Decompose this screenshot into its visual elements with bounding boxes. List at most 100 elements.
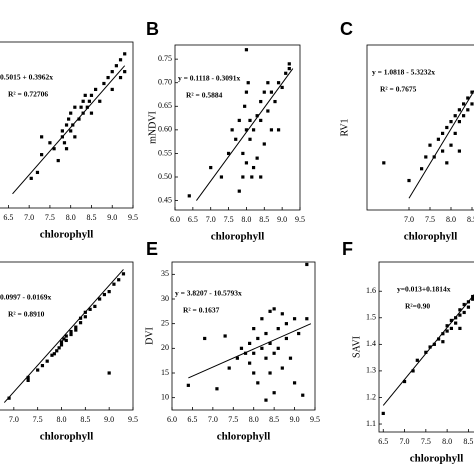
point bbox=[26, 378, 30, 382]
x-tick-label: 9.0 bbox=[277, 215, 287, 224]
trend-line bbox=[408, 89, 474, 199]
equation: y = 0.1118 - 0.3091x bbox=[178, 74, 240, 83]
point bbox=[470, 102, 474, 106]
point bbox=[272, 307, 276, 311]
point bbox=[36, 368, 40, 372]
point bbox=[64, 147, 69, 151]
point bbox=[262, 90, 266, 94]
r-squared: R² = 0.1637 bbox=[183, 306, 220, 315]
y-tick-label: 20 bbox=[161, 343, 169, 352]
point bbox=[470, 90, 474, 94]
plot-frame bbox=[171, 261, 316, 411]
point bbox=[186, 383, 190, 387]
point bbox=[287, 62, 291, 66]
x-axis-label: chlorophyll bbox=[40, 229, 94, 241]
y-tick-label: 1.3 bbox=[366, 366, 376, 375]
x-axis-label: chlorophyll bbox=[404, 231, 458, 243]
point bbox=[466, 108, 470, 112]
y-tick-label: 0.60 bbox=[158, 125, 172, 134]
point bbox=[453, 131, 457, 135]
point bbox=[79, 105, 83, 109]
trend-line bbox=[196, 68, 294, 201]
y-tick-label: 25 bbox=[161, 318, 169, 327]
point bbox=[110, 87, 114, 92]
point bbox=[269, 90, 274, 94]
x-tick-label: 8.0 bbox=[66, 213, 76, 222]
x-tick-label: 7.0 bbox=[9, 415, 19, 424]
x-tick-label: 9.5 bbox=[310, 415, 320, 424]
point bbox=[276, 128, 281, 132]
x-tick-label: 7.5 bbox=[33, 415, 43, 424]
point bbox=[280, 366, 284, 370]
point bbox=[56, 158, 60, 163]
point bbox=[251, 165, 256, 170]
point bbox=[64, 338, 68, 343]
point bbox=[244, 48, 249, 52]
point bbox=[69, 129, 73, 133]
point bbox=[445, 161, 449, 165]
point bbox=[114, 64, 118, 68]
y-tick-label: 0.75 bbox=[158, 54, 172, 63]
point bbox=[118, 58, 123, 62]
point bbox=[284, 71, 288, 75]
point bbox=[252, 351, 256, 355]
point bbox=[73, 105, 77, 109]
point bbox=[52, 352, 56, 356]
point bbox=[83, 93, 87, 97]
y-tick-label: 10 bbox=[161, 392, 169, 401]
point bbox=[441, 332, 445, 336]
x-tick-label: 6.5 bbox=[187, 415, 197, 424]
point bbox=[55, 349, 59, 353]
r-squared: R² = 0.72706 bbox=[8, 90, 48, 99]
point bbox=[471, 297, 474, 301]
point bbox=[264, 356, 268, 360]
point bbox=[35, 170, 40, 175]
point bbox=[262, 142, 266, 146]
point bbox=[121, 272, 126, 276]
plot-frame bbox=[366, 44, 474, 211]
plot-frame bbox=[0, 41, 134, 209]
x-tick-label: 8.5 bbox=[467, 215, 474, 224]
point bbox=[276, 81, 281, 85]
x-tick-label: 7.0 bbox=[24, 213, 34, 222]
point bbox=[123, 70, 127, 74]
y-tick-label: 1.4 bbox=[366, 339, 376, 348]
x-tick-label: 9.0 bbox=[104, 415, 114, 424]
trend-line bbox=[3, 269, 124, 403]
point bbox=[458, 326, 462, 331]
point bbox=[250, 175, 254, 179]
r-squared: R² = 0.7675 bbox=[380, 85, 417, 94]
x-axis-label: chlorophyll bbox=[217, 431, 271, 443]
x-tick-label: 9.5 bbox=[128, 415, 138, 424]
point bbox=[187, 194, 191, 198]
x-tick-label: 7.0 bbox=[208, 415, 218, 424]
point bbox=[85, 105, 89, 109]
point bbox=[407, 178, 411, 183]
point bbox=[40, 364, 45, 368]
x-tick-label: 7.5 bbox=[228, 415, 238, 424]
x-tick-label: 9.0 bbox=[290, 415, 300, 424]
point bbox=[445, 329, 449, 333]
point bbox=[69, 329, 73, 334]
point bbox=[62, 337, 66, 341]
point bbox=[48, 141, 52, 145]
equation: y=0.013+0.1814x bbox=[397, 285, 451, 294]
panel-letter: C bbox=[340, 19, 353, 39]
equation: 0.5015 + 0.3962x bbox=[0, 73, 53, 82]
point bbox=[462, 102, 466, 106]
point bbox=[259, 118, 263, 123]
point bbox=[428, 143, 432, 147]
point bbox=[287, 66, 291, 71]
x-tick-label: 6.0 bbox=[167, 415, 177, 424]
point bbox=[248, 361, 252, 365]
point bbox=[284, 322, 288, 326]
point bbox=[52, 147, 56, 151]
x-tick-label: 8.0 bbox=[57, 415, 67, 424]
point bbox=[457, 149, 461, 153]
point bbox=[424, 155, 428, 159]
y-tick-label: 1.1 bbox=[366, 419, 376, 428]
point bbox=[305, 262, 309, 267]
panel-letter: E bbox=[146, 239, 158, 259]
point bbox=[449, 120, 453, 124]
